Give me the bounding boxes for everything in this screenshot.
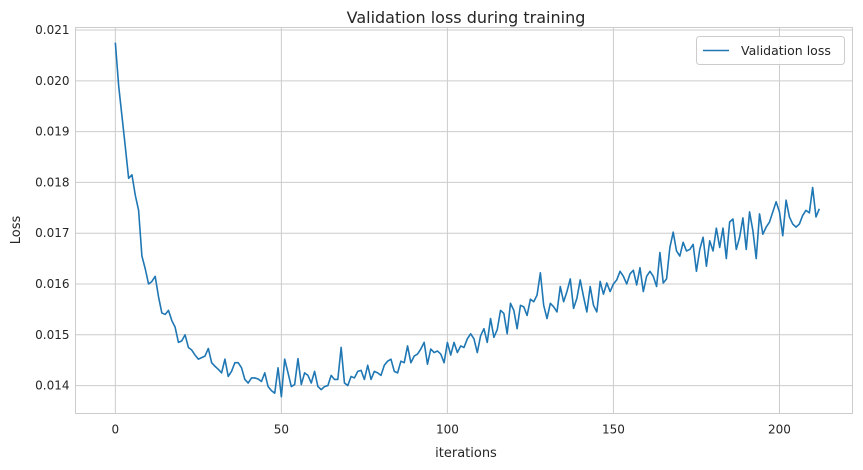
y-axis-ticks: 0.014 0.015 0.016 0.017 0.018 0.019 0.020 0.021 xyxy=(35,23,69,393)
x-tick-label: 150 xyxy=(602,423,625,437)
x-axis-ticks: 0 50 100 150 200 xyxy=(112,423,791,437)
plot-area xyxy=(75,27,853,414)
y-tick-label: 0.019 xyxy=(35,125,69,139)
x-tick-label: 200 xyxy=(768,423,791,437)
y-axis-label: Loss xyxy=(9,216,24,245)
y-tick-label: 0.016 xyxy=(35,277,69,291)
y-tick-label: 0.014 xyxy=(35,379,69,393)
y-tick-label: 0.021 xyxy=(35,23,69,37)
y-tick-label: 0.015 xyxy=(35,328,69,342)
y-tick-label: 0.018 xyxy=(35,175,69,189)
x-tick-label: 0 xyxy=(112,423,120,437)
x-tick-label: 50 xyxy=(274,423,289,437)
legend-label-validation-loss: Validation loss xyxy=(741,43,831,58)
x-tick-label: 100 xyxy=(436,423,459,437)
y-tick-label: 0.020 xyxy=(35,74,69,88)
gridlines xyxy=(75,27,853,414)
legend: Validation loss xyxy=(696,36,845,65)
y-tick-label: 0.017 xyxy=(35,226,69,240)
x-axis-label: iterations xyxy=(435,446,497,461)
chart-title: Validation loss during training xyxy=(347,8,586,27)
series-line-validation-loss xyxy=(114,42,821,398)
legend-box xyxy=(696,36,845,65)
